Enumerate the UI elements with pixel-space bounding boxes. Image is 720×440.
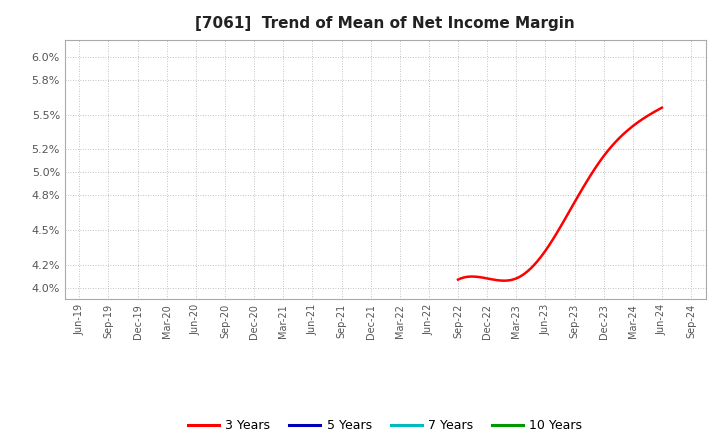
3 Years — [657, 105, 666, 110]
3 Years — [639, 116, 648, 121]
Legend: 3 Years, 5 Years, 7 Years, 10 Years: 3 Years, 5 Years, 7 Years, 10 Years — [183, 414, 588, 437]
3 Years — [579, 184, 588, 190]
3 Years — [454, 277, 463, 282]
3 Years — [576, 190, 585, 195]
Title: [7061]  Trend of Mean of Net Income Margin: [7061] Trend of Mean of Net Income Margi… — [195, 16, 575, 32]
3 Years — [626, 125, 635, 131]
3 Years — [500, 278, 509, 283]
3 Years — [454, 277, 462, 282]
3 Years — [575, 191, 584, 197]
Line: 3 Years: 3 Years — [458, 108, 662, 281]
